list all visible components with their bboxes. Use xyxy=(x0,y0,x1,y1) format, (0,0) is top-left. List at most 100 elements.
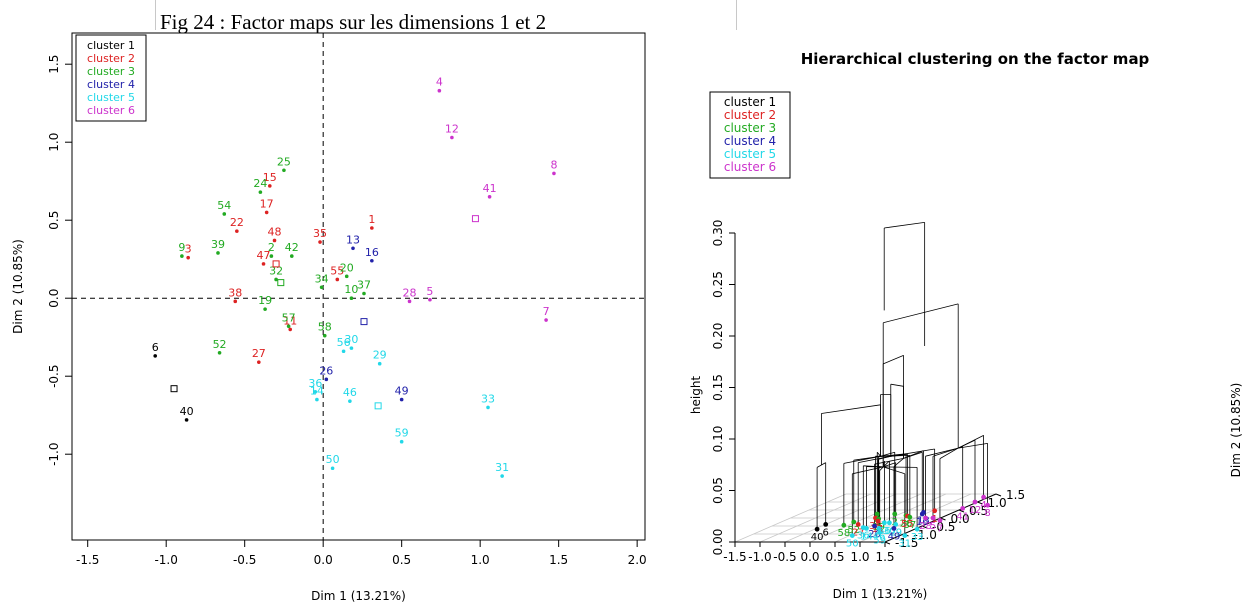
point-label: 2 xyxy=(268,241,275,254)
factor-map-legend-entry: cluster 6 xyxy=(87,104,135,117)
y-tick-label: -1.5 xyxy=(895,536,918,550)
point-label: 27 xyxy=(252,347,266,360)
leaf-point xyxy=(849,533,855,538)
factor-map-legend-box xyxy=(75,34,147,122)
leaf-point xyxy=(874,511,880,517)
data-point xyxy=(428,297,432,302)
chart-title: Hierarchical clustering on the factor ma… xyxy=(801,50,1150,68)
point-label: 3 xyxy=(185,243,192,256)
x-tick-label: 1.5 xyxy=(549,553,568,567)
y-axis-tick xyxy=(995,493,1002,497)
leaf-point xyxy=(876,526,882,531)
y-axis-label: Dim 2 (10.85%) xyxy=(11,239,25,334)
leaf-label: 31 xyxy=(898,539,911,550)
y-axis-tick xyxy=(977,501,983,505)
clustering-legend-entry: cluster 1 xyxy=(724,95,776,109)
leaf-point xyxy=(882,520,887,526)
leaf-label: 52 xyxy=(847,525,860,536)
data-point xyxy=(261,262,266,266)
leaf-point xyxy=(851,519,857,525)
point-label: 17 xyxy=(260,197,274,210)
data-point xyxy=(362,291,366,296)
x-tick-label: -1.5 xyxy=(76,553,99,567)
point-label: 12 xyxy=(445,123,459,136)
dendrogram-branch xyxy=(932,447,959,457)
data-point xyxy=(349,346,354,350)
data-point xyxy=(487,195,492,199)
point-label: 14 xyxy=(310,385,324,398)
point-label: 30 xyxy=(344,333,358,346)
data-point xyxy=(500,474,504,478)
data-point xyxy=(257,360,261,364)
point-label: 25 xyxy=(277,155,291,168)
x-tick-label: 1.0 xyxy=(850,550,869,564)
leaf-point xyxy=(930,515,936,521)
leaf-label: 7 xyxy=(937,523,943,534)
point-label: 49 xyxy=(395,385,409,398)
dendrogram-branch xyxy=(876,451,881,457)
point-label: 39 xyxy=(211,238,225,251)
point-label: 57 xyxy=(282,311,296,324)
leaf-point xyxy=(914,526,920,532)
leaf-point xyxy=(937,518,943,523)
leaf-label: 55 xyxy=(901,519,914,530)
dendrogram-branch xyxy=(890,448,935,457)
data-point xyxy=(318,240,322,244)
z-tick-label: 0.10 xyxy=(711,426,725,453)
leaf-label: 12 xyxy=(969,505,982,516)
clustering-legend-entry: cluster 4 xyxy=(724,134,776,148)
x-tick-label: -0.5 xyxy=(233,553,256,567)
leaf-point xyxy=(893,522,899,527)
leaf-label: 8 xyxy=(984,508,990,519)
x-tick-label: 0.0 xyxy=(314,553,333,567)
data-point xyxy=(370,226,374,230)
data-point xyxy=(450,135,454,140)
leaf-point xyxy=(841,522,847,528)
data-point xyxy=(344,274,349,279)
z-tick-label: 0.00 xyxy=(711,529,725,556)
y-tick-label: 0.0 xyxy=(951,512,970,526)
data-point xyxy=(370,258,374,263)
point-label: 19 xyxy=(258,294,272,307)
data-point xyxy=(289,254,294,258)
data-point xyxy=(348,399,352,403)
leaf-point xyxy=(875,518,881,524)
leaf-label: 59 xyxy=(873,535,886,546)
data-point xyxy=(233,299,238,304)
leaf-label: 16 xyxy=(916,517,929,528)
data-point xyxy=(286,324,291,329)
leaf-label: 4 xyxy=(980,500,986,511)
data-point xyxy=(335,277,340,282)
y-tick-label: -1.0 xyxy=(914,528,937,542)
z-tick-label: 0.05 xyxy=(711,477,725,504)
leaf-point xyxy=(864,526,869,531)
leaf-label: 28 xyxy=(919,521,932,532)
point-label: 34 xyxy=(315,272,329,285)
leaf-point xyxy=(960,506,966,511)
z-tick-label: 0.25 xyxy=(711,271,725,298)
data-point xyxy=(268,184,272,188)
leaf-label: 26 xyxy=(868,529,881,540)
y-axis-tick xyxy=(884,541,891,545)
point-label: 47 xyxy=(257,249,271,262)
factor-map-legend-entry: cluster 3 xyxy=(87,65,135,78)
data-point xyxy=(319,285,324,290)
y-tick-label: -0.5 xyxy=(932,520,955,534)
point-label: 16 xyxy=(365,246,379,259)
y-axis-tick xyxy=(921,525,928,529)
point-label: 29 xyxy=(373,349,387,362)
leaf-point xyxy=(932,508,938,514)
data-point xyxy=(288,327,293,332)
cluster-center-marker xyxy=(170,385,178,393)
point-label: 11 xyxy=(283,314,297,327)
z-tick-label: 0.15 xyxy=(711,374,725,401)
data-point xyxy=(437,88,442,93)
leaf-point xyxy=(919,511,925,517)
y-tick-label: 1.0 xyxy=(988,496,1007,510)
data-point xyxy=(486,405,490,410)
leaf-label: 37 xyxy=(903,520,916,531)
dendrogram-branch xyxy=(821,462,826,466)
leaf-label: 6 xyxy=(823,527,829,538)
y-axis-tick xyxy=(958,509,965,513)
